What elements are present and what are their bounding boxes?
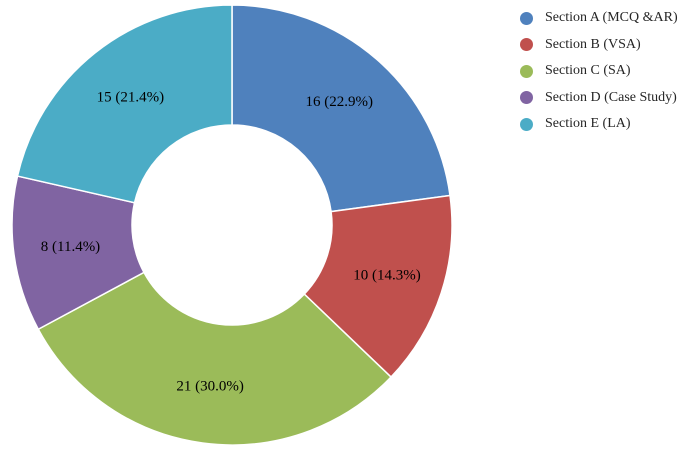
legend-swatch <box>520 11 533 25</box>
slice-label-section-c-sa: 21 (30.0%) <box>176 379 244 395</box>
slice-label-section-a-mcq-ar: 16 (22.9%) <box>305 94 373 110</box>
slice-section-c-sa[interactable] <box>37 271 393 446</box>
donut-slice-labels: 16 (22.9%) 10 (14.3%) 21 (30.0%) 8 (11.4%) 1… <box>41 90 421 395</box>
slice-label-section-d-case-study: 8 (11.4%) <box>41 239 100 255</box>
slice-section-e-la[interactable] <box>16 4 233 204</box>
legend-swatch <box>520 38 533 52</box>
legend-item-section-e-la[interactable]: Section E (LA) <box>520 111 678 138</box>
donut-slices <box>11 4 453 446</box>
legend-item-section-c-sa[interactable]: Section C (SA) <box>520 58 678 85</box>
legend-label: Section B (VSA) <box>545 36 641 52</box>
chart-legend: Section A (MCQ &AR) Section B (VSA) Sectio… <box>520 5 678 138</box>
legend-swatch <box>520 91 533 105</box>
slice-label-section-e-la: 15 (21.4%) <box>97 90 165 106</box>
legend-item-section-a-mcq-ar[interactable]: Section A (MCQ &AR) <box>520 5 678 32</box>
legend-label: Section D (Case Study) <box>545 89 677 105</box>
legend-item-section-b-vsa[interactable]: Section B (VSA) <box>520 32 678 59</box>
slice-label-section-b-vsa: 10 (14.3%) <box>353 267 421 283</box>
legend-swatch <box>520 117 533 131</box>
legend-item-section-d-case-study[interactable]: Section D (Case Study) <box>520 85 678 112</box>
legend-label: Section C (SA) <box>545 63 631 79</box>
slice-section-b-vsa[interactable] <box>303 194 453 379</box>
legend-label: Section E (LA) <box>545 116 631 132</box>
legend-label: Section A (MCQ &AR) <box>545 10 678 26</box>
legend-swatch <box>520 64 533 78</box>
slice-section-a-mcq-ar[interactable] <box>231 4 451 213</box>
